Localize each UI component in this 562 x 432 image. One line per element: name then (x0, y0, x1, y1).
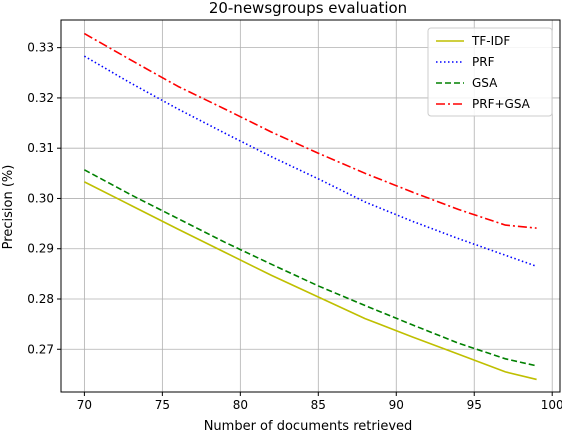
y-tick-label: 0.31 (27, 141, 54, 155)
legend-label: TF-IDF (471, 34, 510, 48)
x-tick-label: 95 (467, 398, 482, 412)
y-axis: 0.27 0.28 0.29 0.30 0.31 0.32 0.33 (27, 41, 61, 356)
y-tick-label: 0.27 (27, 342, 54, 356)
x-tick-label: 80 (233, 398, 248, 412)
x-tick-label: 90 (389, 398, 404, 412)
series-lines (83, 32, 537, 381)
legend-box (427, 27, 553, 117)
series-line-prf-gsa (83, 32, 537, 229)
plot-frame (60, 19, 561, 393)
y-axis-label: Precision (%) (1, 165, 16, 250)
y-tick-label: 0.30 (27, 191, 54, 205)
y-tick-label: 0.33 (27, 41, 54, 55)
y-tick-label: 0.32 (27, 91, 54, 105)
series-line-tf-idf (84, 181, 537, 381)
x-tick-label: 75 (155, 398, 170, 412)
x-axis-label: Number of documents retrieved (204, 419, 413, 432)
legend-label: GSA (472, 76, 498, 90)
legend-label: PRF (472, 55, 495, 69)
legend: TF-IDF PRF GSA PRF+GSA (427, 27, 553, 117)
y-tick-label: 0.28 (27, 292, 54, 306)
x-tick-label: 100 (541, 398, 562, 412)
chart-title: 20-newsgroups evaluation (209, 0, 407, 17)
series-line-gsa (84, 169, 537, 367)
x-axis: 70 75 80 85 90 95 100 (77, 392, 562, 412)
x-tick-label: 85 (311, 398, 326, 412)
x-tick-label: 70 (77, 398, 92, 412)
series-line-prf (83, 55, 537, 268)
y-tick-label: 0.29 (27, 242, 54, 256)
legend-label: PRF+GSA (472, 97, 531, 111)
